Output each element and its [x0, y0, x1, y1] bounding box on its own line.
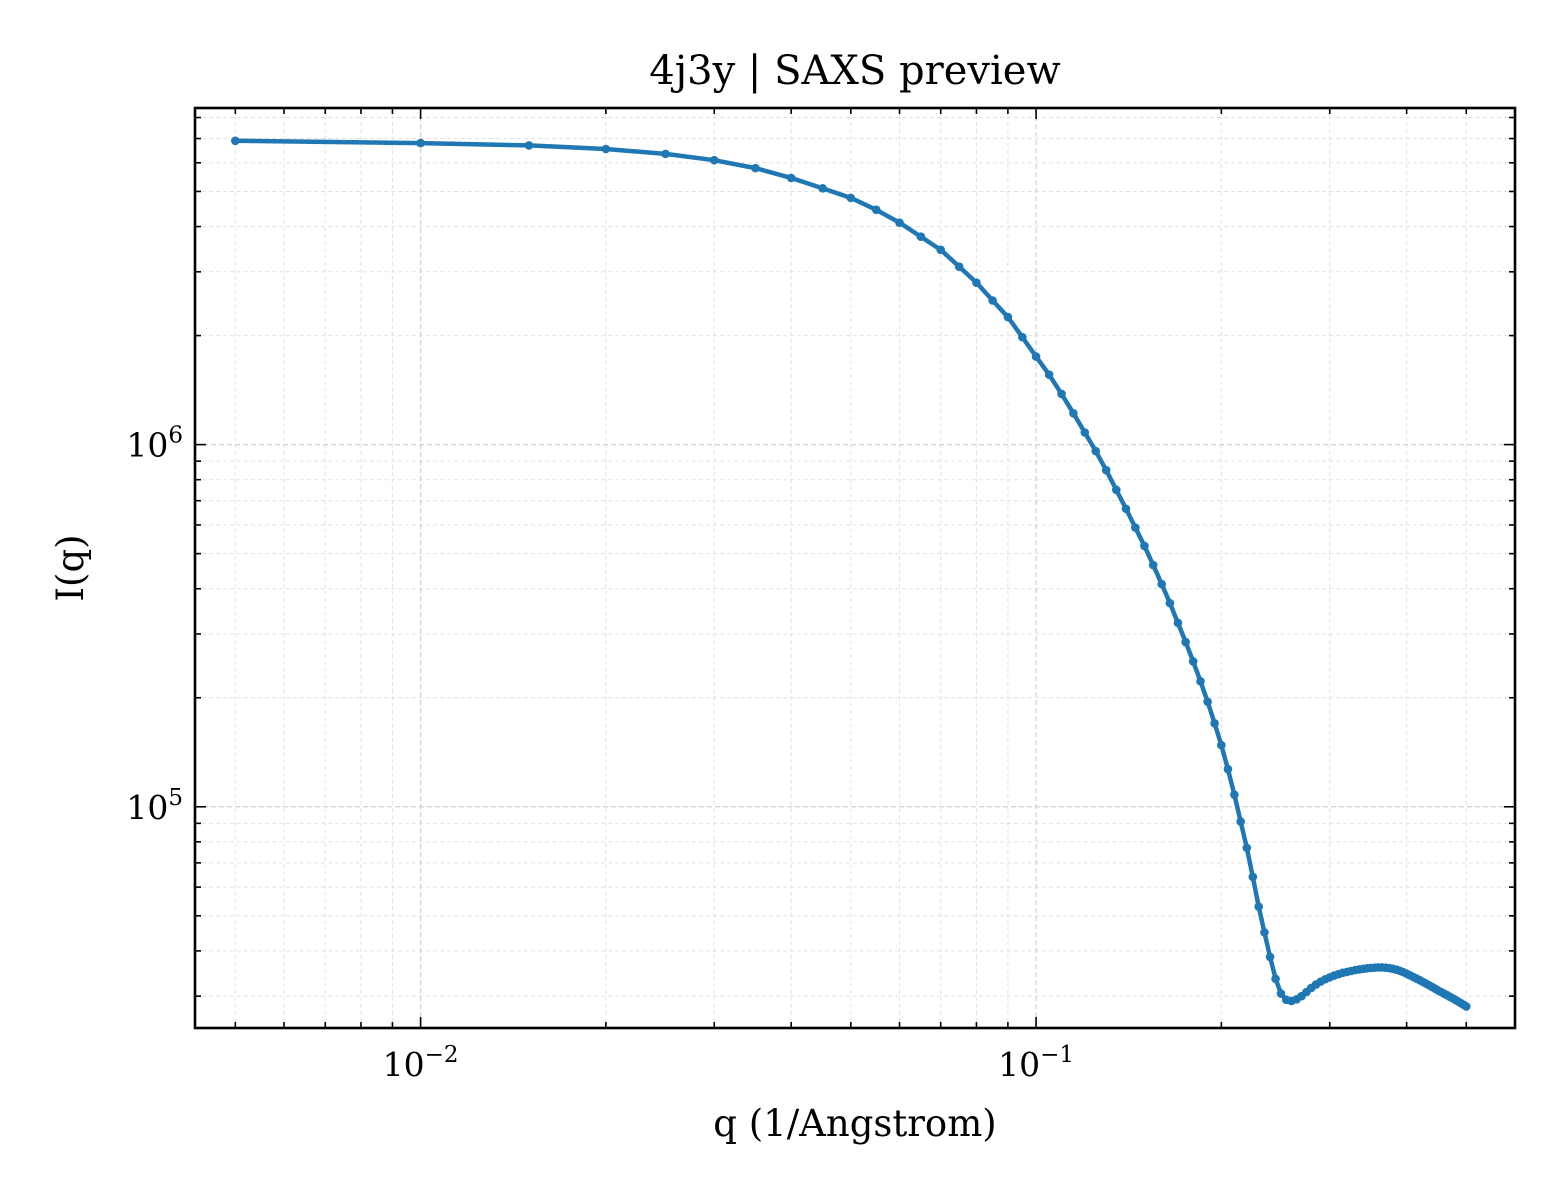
chart-title: 4j3y | SAXS preview [649, 48, 1060, 94]
tick-label-base: 10 [126, 788, 168, 827]
data-point [1140, 541, 1149, 551]
data-point [1260, 928, 1269, 937]
data-point [954, 262, 964, 271]
x-tick-label: 10−2 [383, 1042, 459, 1084]
data-point [916, 232, 926, 242]
data-point [1069, 409, 1078, 418]
data-point [1188, 657, 1198, 666]
data-point [895, 218, 904, 227]
data-point [1242, 843, 1252, 853]
tick-label-exponent: 5 [168, 785, 183, 811]
data-point [936, 245, 946, 255]
tick-label-exponent: −2 [425, 1042, 459, 1068]
x-tick-label: 10−1 [998, 1042, 1074, 1084]
data-point [818, 184, 827, 193]
data-point [524, 141, 534, 150]
data-point [1254, 902, 1263, 911]
tick-label-base: 10 [126, 426, 168, 465]
data-point [1203, 697, 1212, 707]
data-point [1157, 579, 1166, 589]
data-point [1044, 370, 1054, 379]
data-point [1210, 719, 1219, 728]
x-axis-label: q (1/Angstrom) [713, 1102, 996, 1145]
series-layer [231, 136, 1471, 1011]
data-point [1271, 974, 1280, 984]
data-point [1217, 740, 1226, 750]
tick-label-base: 10 [998, 1045, 1040, 1084]
data-point [1196, 677, 1205, 686]
data-point [1080, 428, 1090, 437]
data-point [1230, 790, 1239, 799]
data-point [1276, 989, 1286, 998]
data-point [786, 173, 796, 183]
data-point [1003, 312, 1013, 322]
data-point [661, 149, 670, 159]
data-point [1031, 352, 1041, 361]
data-point [1091, 446, 1101, 456]
tick-label-exponent: 6 [168, 423, 183, 449]
data-point [1165, 598, 1175, 608]
minor-grid [195, 108, 1515, 1028]
data-point [1181, 637, 1190, 647]
data-point [1173, 618, 1183, 628]
data-point [601, 144, 611, 154]
data-point [1121, 504, 1131, 514]
data-point [846, 193, 856, 203]
data-point [709, 155, 719, 165]
data-point [1461, 1002, 1471, 1011]
data-point [1018, 332, 1027, 342]
data-point [871, 205, 881, 215]
data-point [1265, 952, 1275, 962]
data-point [1057, 389, 1066, 399]
major-grid [195, 108, 1515, 1028]
tick-label-base: 10 [383, 1045, 425, 1084]
data-point [988, 296, 997, 305]
data-point [1111, 485, 1121, 495]
data-point [1236, 817, 1245, 826]
data-point [231, 136, 240, 146]
data-point [1148, 560, 1158, 570]
tick-label-exponent: −1 [1040, 1042, 1074, 1068]
data-point [1131, 523, 1140, 532]
data-point [416, 138, 425, 148]
y-tick-label: 106 [126, 423, 183, 465]
data-point [1248, 872, 1258, 882]
data-point [1223, 764, 1233, 774]
data-point [1101, 465, 1111, 475]
data-point [972, 278, 981, 287]
y-axis-label: I(q) [49, 534, 92, 601]
plot-frame [193, 106, 1517, 1030]
y-tick-label: 105 [126, 785, 183, 827]
data-point [751, 163, 760, 173]
